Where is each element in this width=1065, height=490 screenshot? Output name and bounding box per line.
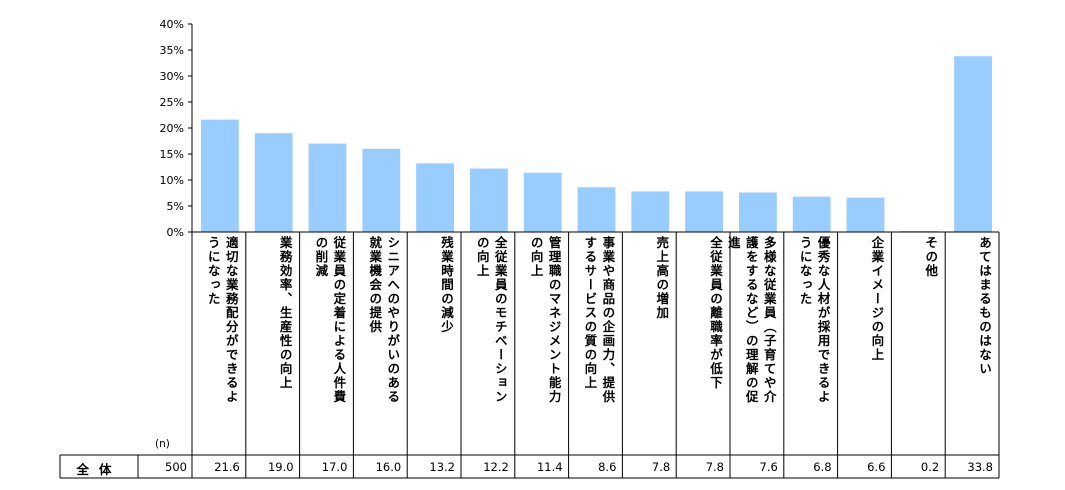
- y-tick-label: 30%: [160, 70, 184, 83]
- y-tick-label: 35%: [160, 44, 184, 57]
- value-cell: 8.6: [598, 460, 617, 474]
- bar: [523, 172, 562, 232]
- bar: [739, 192, 777, 232]
- value-cell: 6.6: [867, 460, 886, 474]
- category-label: その他: [923, 236, 939, 278]
- y-tick-label: 5%: [167, 200, 184, 213]
- category-label: 適切な業務配分ができるよ: [223, 236, 239, 404]
- bar: [416, 163, 454, 232]
- n-value: 500: [165, 460, 187, 474]
- value-cell: 17.0: [321, 460, 348, 474]
- category-label: の削減: [313, 236, 329, 278]
- category-label: 売上高の増加: [654, 236, 670, 320]
- value-cell: 33.8: [967, 460, 993, 474]
- category-label: シニアへのやりがいのある: [385, 236, 401, 404]
- n-header: (n): [155, 438, 170, 450]
- value-cell: 11.4: [536, 460, 563, 474]
- category-label: 護をするなど）の理解の促: [743, 236, 759, 404]
- category-label: 優秀な人材が採用できるよ: [815, 236, 831, 404]
- category-label: するサービスの質の向上: [582, 236, 598, 390]
- value-cell: 19.0: [267, 460, 294, 474]
- value-cell: 12.2: [483, 460, 509, 474]
- bars-group: [201, 56, 992, 232]
- value-cell: 0.2: [920, 460, 940, 474]
- category-label: あてはまるものはない: [977, 236, 992, 376]
- category-label: 残業時間の減少: [439, 236, 454, 334]
- y-tick-label: 15%: [160, 148, 184, 161]
- value-cell: 13.2: [429, 460, 455, 474]
- y-tick-label: 25%: [160, 96, 184, 109]
- category-label: 進: [725, 236, 741, 250]
- category-label: 企業イメージの向上: [869, 236, 885, 362]
- bar: [685, 191, 723, 232]
- bar: [362, 148, 401, 232]
- bar: [470, 168, 508, 232]
- bar: [792, 196, 831, 232]
- bar: [631, 191, 670, 232]
- value-cell: 7.6: [759, 460, 778, 474]
- category-label: の向上: [474, 236, 490, 278]
- y-tick-label: 0%: [167, 226, 184, 239]
- data-table-grid: [59, 231, 1000, 479]
- category-label: うになった: [797, 236, 813, 306]
- bar: [577, 187, 616, 232]
- category-label: 多様な従業員（子育てや介: [761, 236, 777, 404]
- value-cell: 16.0: [375, 460, 402, 474]
- category-label: 全従業員のモチベーション: [492, 236, 508, 404]
- category-label: うになった: [205, 236, 221, 306]
- bar: [201, 119, 239, 232]
- category-label: 事業や商品の企画力、提供: [600, 236, 616, 404]
- y-tick-label: 40%: [160, 18, 184, 31]
- y-axis: 0% 5% 10% 15% 20% 25% 30% 35% 40%: [160, 18, 193, 239]
- value-cell: 21.6: [214, 460, 240, 474]
- category-label: 従業員の定着による人件費: [331, 236, 347, 404]
- value-cell: 7.8: [651, 460, 671, 474]
- category-label: 全従業員の離職率が低下: [708, 236, 723, 390]
- category-label: 管理職のマネジメント能力: [546, 236, 562, 404]
- category-label: 業務効率、生産性の向上: [277, 236, 293, 390]
- y-tick-label: 20%: [160, 122, 184, 135]
- value-cell: 6.8: [813, 460, 832, 474]
- category-label: 就業機会の提供: [367, 236, 383, 334]
- category-label: の向上: [528, 236, 544, 278]
- bar: [846, 197, 885, 232]
- bar: [954, 56, 992, 232]
- row-label-total: 全体: [76, 462, 122, 477]
- bar: [254, 133, 293, 232]
- bar: [308, 143, 347, 232]
- y-tick-label: 10%: [160, 174, 184, 187]
- value-cell: 7.8: [705, 460, 724, 474]
- bar: [900, 230, 939, 232]
